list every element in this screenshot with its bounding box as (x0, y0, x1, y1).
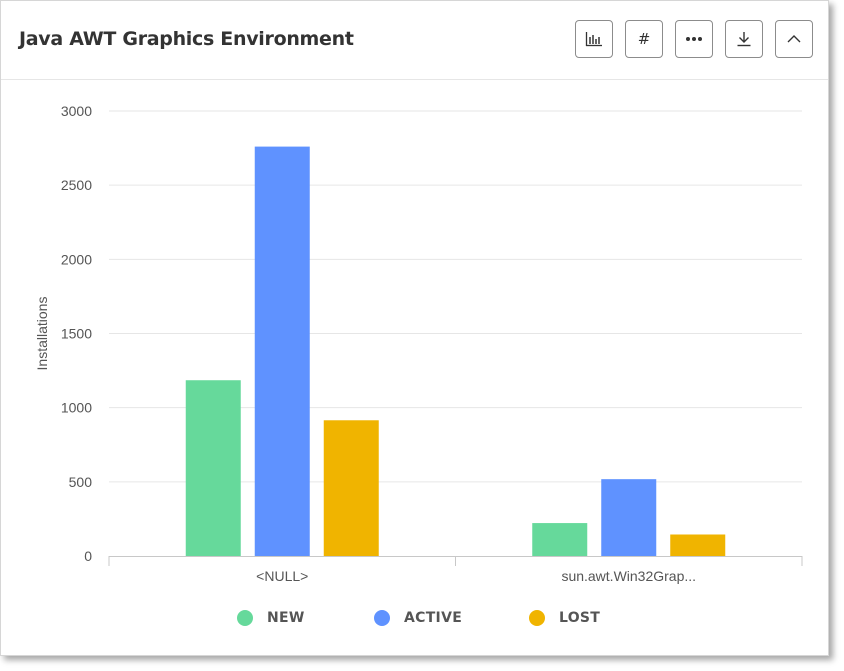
bar-active-1[interactable] (601, 479, 657, 556)
y-tick-label: 3000 (61, 103, 92, 119)
legend-marker-lost (529, 610, 545, 626)
bar-lost-0[interactable] (323, 420, 379, 556)
card-header: Java AWT Graphics Environment # (1, 1, 828, 80)
x-tick-label: sun.awt.Win32Grap... (561, 568, 696, 584)
grid-lines (109, 110, 802, 483)
legend-marker-active (374, 610, 390, 626)
legend-label-new: NEW (267, 610, 305, 626)
legend-label-active: ACTIVE (404, 610, 463, 626)
bar-chart-button[interactable] (575, 20, 613, 58)
chart-title: Java AWT Graphics Environment (19, 28, 354, 50)
legend-item-active[interactable]: ACTIVE (374, 610, 462, 626)
y-tick-label: 1000 (61, 400, 92, 416)
y-axis-title: Installations (34, 297, 50, 371)
y-tick-label: 0 (84, 548, 92, 564)
chevron-up-icon (787, 35, 801, 43)
ellipsis-icon (686, 37, 702, 41)
bar-active-0[interactable] (254, 146, 310, 556)
download-button[interactable] (725, 20, 763, 58)
bar-new-0[interactable] (185, 380, 241, 556)
legend-item-lost[interactable]: LOST (529, 610, 600, 626)
y-tick-label: 1500 (61, 326, 92, 342)
legend-item-new[interactable]: NEW (237, 610, 305, 626)
legend-label-lost: LOST (559, 610, 601, 626)
number-button[interactable]: # (625, 20, 663, 58)
bar-chart-icon (585, 32, 602, 47)
more-options-button[interactable] (675, 20, 713, 58)
bar-new-1[interactable] (532, 523, 588, 556)
y-tick-label: 2500 (61, 177, 92, 193)
x-tick-label: <NULL> (256, 568, 308, 584)
axes (108, 556, 803, 566)
bar-lost-1[interactable] (670, 534, 726, 556)
y-tick-label: 2000 (61, 251, 92, 267)
chart-legend: NEW ACTIVE LOST (1, 610, 828, 632)
bar-group (185, 146, 726, 556)
y-tick-label: 500 (69, 474, 93, 490)
download-icon (737, 32, 751, 47)
collapse-button[interactable] (775, 20, 813, 58)
bar-chart: 0 500 1000 1500 2000 2500 3000 <NULL> sun.awt.Wi… (34, 103, 803, 584)
hash-icon: # (637, 29, 651, 48)
axis-labels: 0 500 1000 1500 2000 2500 3000 <NULL> sun.awt.Wi… (34, 103, 696, 584)
chart-card: Java AWT Graphics Environment # (0, 0, 829, 656)
legend-marker-new (237, 610, 253, 626)
